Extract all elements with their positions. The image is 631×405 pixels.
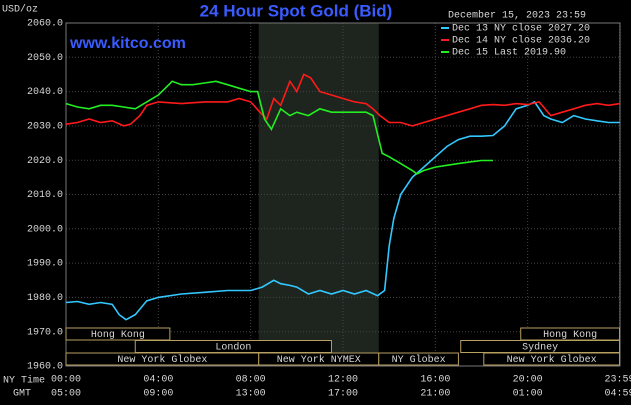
y-tick-label: 2010.0 xyxy=(27,190,63,201)
session-box xyxy=(483,352,621,366)
legend-label: Dec 13 NY close 2027.20 xyxy=(452,23,590,35)
x2-tick-label: 05:00 xyxy=(51,389,81,400)
y-tick-label: 2000.0 xyxy=(27,224,63,235)
y-tick-label: 2050.0 xyxy=(27,53,63,64)
session-box xyxy=(378,352,459,366)
x-tick-label: 23:59 xyxy=(605,375,631,386)
y-tick-label: 1980.0 xyxy=(27,293,63,304)
x2-tick-label: 01:00 xyxy=(513,389,543,400)
x2-tick-label: 13:00 xyxy=(236,389,266,400)
timestamp: December 15, 2023 23:59 xyxy=(448,10,586,22)
plot-frame xyxy=(65,22,621,367)
session-label: Hong Kong xyxy=(91,330,145,341)
y-tick-label: 1960.0 xyxy=(27,362,63,373)
x-row-label: NY Time xyxy=(3,375,45,387)
session-label: Hong Kong xyxy=(543,330,597,341)
legend-label: Dec 14 NY close 2036.20 xyxy=(452,35,590,47)
legend-label: Dec 15 Last 2019.90 xyxy=(452,48,566,59)
session-label: New York Globex xyxy=(507,354,597,366)
session-label: Sydney xyxy=(522,342,558,354)
y-tick-label: 2030.0 xyxy=(27,122,63,133)
x-tick-label: 00:00 xyxy=(51,375,81,386)
x2-tick-label: 04:59 xyxy=(605,389,631,400)
y-unit: USD/oz xyxy=(2,4,38,16)
x-tick-label: 16:00 xyxy=(420,375,450,386)
y-tick-label: 2020.0 xyxy=(27,156,63,167)
session-label: London xyxy=(215,342,251,354)
site-label: www.kitco.com xyxy=(69,35,186,52)
session-box xyxy=(65,327,171,341)
x2-tick-label: 09:00 xyxy=(143,389,173,400)
series-line xyxy=(65,80,493,175)
x2-tick-label: 21:00 xyxy=(420,389,450,400)
y-tick-label: 1970.0 xyxy=(27,327,63,338)
series-line xyxy=(65,73,621,127)
x2-tick-label: 17:00 xyxy=(328,389,358,400)
x-tick-label: 12:00 xyxy=(328,375,358,386)
y-tick-label: 2060.0 xyxy=(27,19,63,30)
x-tick-label: 04:00 xyxy=(143,375,173,386)
y-tick-label: 1990.0 xyxy=(27,259,63,270)
y-tick-label: 2040.0 xyxy=(27,87,63,98)
session-label: NY Globex xyxy=(392,354,446,366)
session-label: New York NYMEX xyxy=(277,354,361,366)
session-box xyxy=(520,327,621,341)
x-tick-label: 20:00 xyxy=(513,375,543,386)
chart-title: 24 Hour Spot Gold (Bid) xyxy=(200,1,393,20)
x-row-label: GMT xyxy=(13,389,31,400)
x-tick-label: 08:00 xyxy=(236,375,266,386)
session-label: New York Globex xyxy=(117,354,207,366)
